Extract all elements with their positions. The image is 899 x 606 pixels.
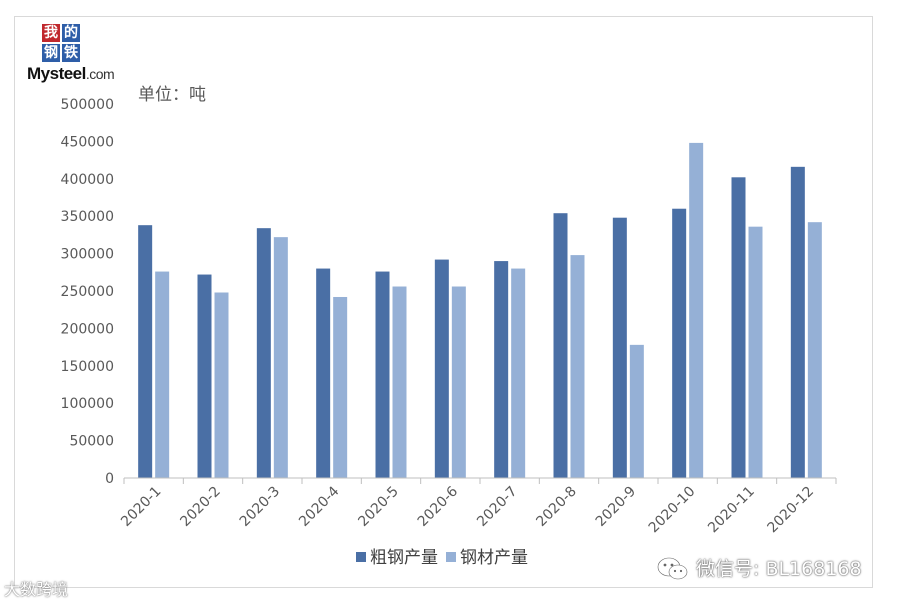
bar-crude-steel — [434, 259, 449, 478]
unit-label: 单位：吨 — [138, 85, 206, 105]
bar-crude-steel — [375, 271, 390, 478]
x-tick-label: 2020-11 — [705, 484, 758, 537]
y-tick-label: 250000 — [61, 284, 114, 300]
y-tick-label: 450000 — [61, 134, 114, 150]
bar-steel-products — [333, 296, 348, 478]
bar-crude-steel — [316, 268, 331, 478]
bar-steel-products — [155, 271, 170, 478]
logo-char-2: 的 — [62, 24, 80, 42]
y-tick-label: 400000 — [61, 172, 114, 188]
x-tick-label: 2020-6 — [415, 483, 461, 529]
logo-char-1: 我 — [42, 24, 60, 42]
legend-swatch — [446, 552, 456, 562]
bar-steel-products — [748, 226, 763, 478]
bar-steel-products — [392, 286, 407, 478]
x-tick-label: 2020-3 — [237, 484, 283, 530]
y-tick-label: 50000 — [69, 434, 114, 450]
bar-crude-steel — [197, 274, 212, 478]
bar-crude-steel — [553, 213, 568, 478]
y-tick-label: 150000 — [61, 359, 114, 375]
bar-steel-products — [451, 286, 466, 478]
watermark-right: 微信号: BL168168 — [696, 558, 862, 580]
legend-label: 粗钢产量 — [370, 548, 438, 568]
x-tick-label: 2020-2 — [177, 484, 223, 530]
bar-crude-steel — [494, 261, 509, 478]
bar-steel-products — [273, 237, 288, 478]
bar-crude-steel — [612, 217, 627, 479]
x-tick-label: 2020-4 — [296, 483, 342, 529]
bar-steel-products — [629, 344, 644, 478]
wechat-icon — [657, 557, 688, 580]
logo-brand-domain: .com — [85, 66, 115, 82]
x-tick-label: 2020-5 — [355, 484, 401, 530]
x-tick-label: 2020-7 — [474, 484, 520, 530]
x-tick-label: 2020-10 — [646, 484, 699, 537]
bar-crude-steel — [731, 177, 746, 478]
bar-steel-products — [570, 255, 585, 478]
y-tick-label: 200000 — [61, 321, 114, 337]
y-tick-label: 0 — [105, 471, 114, 487]
watermark-left: 大数跨境 — [4, 580, 69, 599]
logo-char-4: 铁 — [62, 44, 80, 62]
x-tick-label: 2020-8 — [533, 484, 579, 530]
bar-crude-steel — [672, 208, 687, 478]
bar-crude-steel — [256, 228, 271, 478]
bar-steel-products — [689, 142, 704, 478]
logo-brand-name: Mysteel — [27, 64, 86, 83]
bar-steel-products — [214, 292, 229, 478]
bar-crude-steel — [138, 225, 153, 478]
legend-swatch — [356, 552, 366, 562]
bar-steel-products — [511, 268, 526, 478]
y-tick-label: 100000 — [61, 396, 114, 412]
y-tick-label: 500000 — [61, 97, 114, 113]
bar-steel-products — [807, 222, 822, 478]
logo-char-3: 钢 — [42, 44, 60, 62]
logo-brand-text: Mysteel.com — [27, 64, 115, 84]
legend-label: 钢材产量 — [460, 548, 528, 568]
bar-crude-steel — [790, 166, 805, 478]
x-tick-label: 2020-1 — [118, 484, 164, 530]
x-tick-label: 2020-12 — [764, 484, 817, 537]
mysteel-logo: 我 的 钢 铁 Mysteel.com — [26, 24, 136, 86]
y-tick-label: 350000 — [61, 209, 114, 225]
y-tick-label: 300000 — [61, 247, 114, 263]
x-tick-label: 2020-9 — [593, 484, 639, 530]
